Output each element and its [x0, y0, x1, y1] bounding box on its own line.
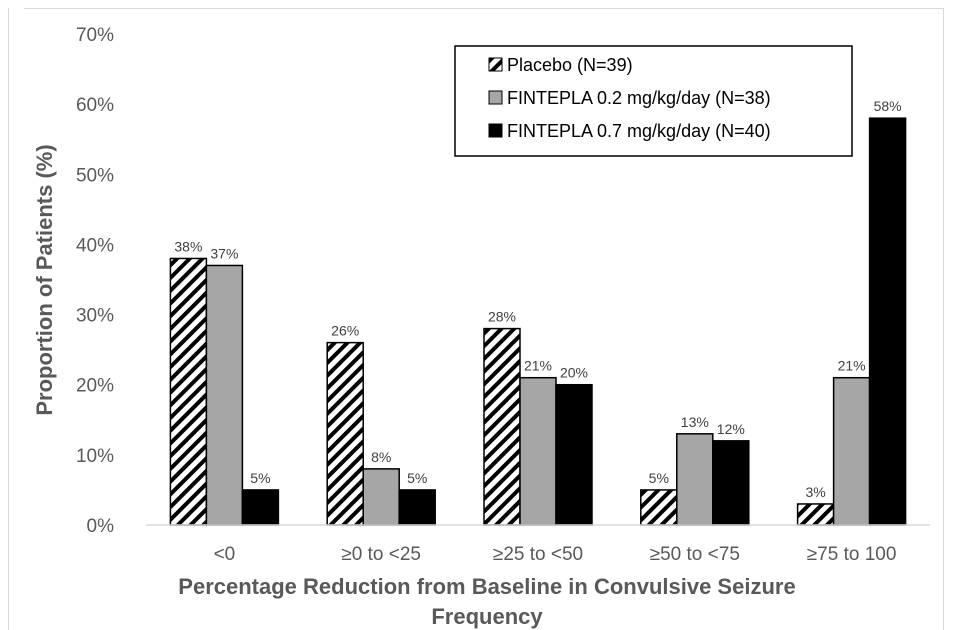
y-tick-label: 60%: [76, 95, 114, 116]
bar-data-label: 28%: [488, 309, 516, 325]
x-tick-label: ≥50 to <75: [650, 544, 740, 565]
y-tick-label: 0%: [87, 516, 115, 537]
legend-label-fintepla-07: FINTEPLA 0.7 mg/kg/day (N=40): [507, 121, 771, 141]
x-axis-title-line-2: Frequency: [431, 604, 543, 629]
bar-series-3: [241, 489, 280, 526]
bar-series-3: [398, 489, 436, 526]
chart-border-right: [943, 8, 944, 630]
x-tick-label: ≥75 to 100: [807, 544, 897, 565]
bar-data-label: 37%: [210, 245, 238, 261]
y-tick-label: 10%: [76, 446, 114, 467]
bar-series-1: [169, 257, 208, 526]
bar-data-label: 13%: [681, 414, 709, 430]
legend-box: [454, 45, 853, 157]
x-tick-label: ≥25 to <50: [493, 544, 583, 565]
y-axis-ticks: 0% 10% 20% 30% 40% 50% 60% 70%: [76, 25, 114, 537]
chart-border-top: [24, 8, 944, 9]
bar-data-label: 21%: [838, 358, 866, 374]
legend-swatch-fintepla-07: [488, 123, 503, 138]
y-tick-label: 20%: [76, 376, 114, 397]
bar-data-label: 38%: [174, 238, 202, 254]
bars: [169, 117, 907, 526]
bar-series-2: [519, 376, 557, 526]
chart-border-left: [8, 8, 9, 630]
y-axis-title: Proportion of Patients (%): [32, 144, 57, 415]
bar-data-label: 20%: [560, 365, 588, 381]
x-tick-label: ≥0 to <25: [341, 544, 421, 565]
bar-data-label: 8%: [371, 449, 391, 465]
legend-swatch-placebo: [488, 57, 503, 72]
legend-label-fintepla-02: FINTEPLA 0.2 mg/kg/day (N=38): [507, 88, 771, 108]
legend: Placebo (N=39) FINTEPLA 0.2 mg/kg/day (N…: [454, 45, 853, 157]
bar-series-1: [796, 503, 835, 526]
bar-data-label: 26%: [331, 323, 359, 339]
bar-data-label: 5%: [250, 470, 270, 486]
bar-series-3: [868, 117, 907, 526]
x-axis-ticks: <0 ≥0 to <25 ≥25 to <50 ≥50 to <75 ≥75 to 10…: [214, 544, 897, 565]
bar-series-2: [832, 376, 871, 526]
bar-series-3: [555, 383, 593, 526]
bar-data-label: 3%: [805, 484, 825, 500]
y-tick-label: 50%: [76, 165, 114, 186]
bar-series-1: [326, 341, 364, 526]
bar-series-3: [712, 440, 750, 526]
legend-swatch-fintepla-02: [488, 90, 503, 105]
bar-series-2: [676, 433, 714, 526]
y-tick-label: 30%: [76, 306, 114, 327]
data-labels: 38% 37% 5% 26% 8% 5% 28% 21% 20% 5% 13% 12% 3% 21% 58%: [174, 98, 901, 500]
x-tick-label: <0: [214, 544, 236, 565]
bar-series-1: [483, 327, 521, 526]
bar-series-2: [362, 468, 400, 526]
y-tick-label: 70%: [76, 25, 114, 46]
bar-data-label: 12%: [717, 421, 745, 437]
legend-label-placebo: Placebo (N=39): [507, 55, 633, 75]
bar-data-label: 5%: [649, 470, 669, 486]
bar-data-label: 5%: [407, 470, 427, 486]
bar-data-label: 58%: [874, 98, 902, 114]
bar-series-1: [640, 489, 678, 526]
bar-data-label: 21%: [524, 358, 552, 374]
x-axis-title-line-1: Percentage Reduction from Baseline in Co…: [178, 574, 795, 599]
bar-series-2: [205, 264, 244, 526]
y-tick-label: 40%: [76, 235, 114, 256]
